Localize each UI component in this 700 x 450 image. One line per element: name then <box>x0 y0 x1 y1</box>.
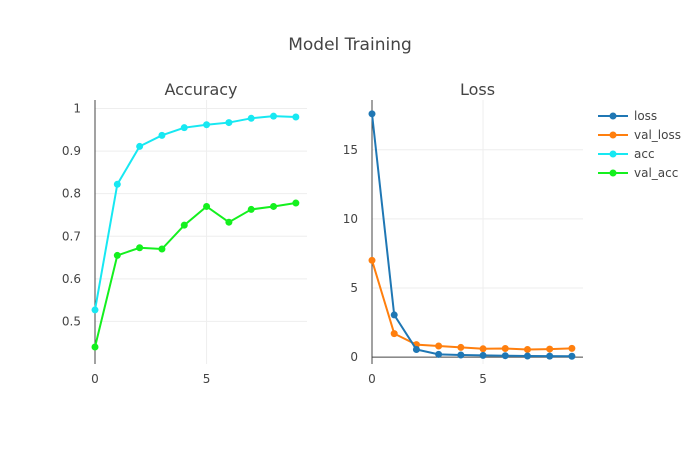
data-point-acc <box>91 306 99 314</box>
x-tick-label: 0 <box>91 372 99 386</box>
legend-item-val_acc[interactable]: val_acc <box>598 166 678 180</box>
series-line-loss <box>371 113 572 358</box>
y-tick-label: 5 <box>350 281 358 295</box>
legend-label: loss <box>634 109 657 123</box>
data-point-val_acc <box>180 221 188 229</box>
data-point-val_loss <box>546 345 554 353</box>
data-point-val_acc <box>203 202 211 210</box>
y-tick-label: 1 <box>73 102 81 116</box>
data-point-val_acc <box>136 244 144 252</box>
data-point-val_acc <box>91 343 99 351</box>
y-tick-label: 0.6 <box>62 272 81 286</box>
data-point-val_loss <box>390 330 398 338</box>
legend-swatch-marker <box>609 169 617 177</box>
legend-label: acc <box>634 147 655 161</box>
data-point-loss <box>457 351 465 359</box>
legend-label: val_acc <box>634 166 678 180</box>
series-line-val_acc <box>94 202 296 348</box>
legend-swatch-marker <box>609 112 617 120</box>
data-point-loss <box>546 352 554 360</box>
data-point-val_loss <box>501 345 509 353</box>
data-point-acc <box>247 114 255 122</box>
x-tick-label: 5 <box>203 372 211 386</box>
data-point-val_acc <box>270 202 278 210</box>
data-point-loss <box>568 352 576 360</box>
data-point-val_loss <box>368 256 376 264</box>
data-point-acc <box>225 119 233 127</box>
legend-swatch-marker <box>609 131 617 139</box>
data-point-val_loss <box>568 344 576 352</box>
data-point-acc <box>158 131 166 139</box>
x-tick-label: 5 <box>479 372 487 386</box>
data-point-loss <box>523 352 531 360</box>
subplot-title: Loss <box>460 80 495 99</box>
legend-item-val_loss[interactable]: val_loss <box>598 128 681 142</box>
y-tick-label: 0.8 <box>62 187 81 201</box>
legend-label: val_loss <box>634 128 681 142</box>
legend-swatch-marker <box>609 150 617 158</box>
y-tick-label: 10 <box>343 212 358 226</box>
data-point-acc <box>180 124 188 132</box>
y-tick-label: 0.9 <box>62 144 81 158</box>
data-point-loss <box>412 345 420 353</box>
data-point-val_loss <box>523 345 531 353</box>
subplot-title: Accuracy <box>164 80 237 99</box>
data-point-val_acc <box>225 218 233 226</box>
y-tick-label: 0 <box>350 350 358 364</box>
y-tick-label: 15 <box>343 143 358 157</box>
x-tick-label: 0 <box>368 372 376 386</box>
accuracy-subplot: Accuracy 0.5 0.6 0.7 0.8 0.9 1 0 5 <box>62 80 307 386</box>
y-tick-label: 0.5 <box>62 314 81 328</box>
legend-item-acc[interactable]: acc <box>598 147 655 161</box>
data-point-acc <box>292 113 300 121</box>
data-point-acc <box>113 180 121 188</box>
data-point-val_acc <box>113 251 121 259</box>
series-line-val_loss <box>371 260 572 351</box>
chart-title: Model Training <box>288 35 412 55</box>
data-point-acc <box>136 142 144 150</box>
y-tick-label: 0.7 <box>62 229 81 243</box>
data-point-val_loss <box>479 345 487 353</box>
data-point-acc <box>203 121 211 129</box>
data-point-loss <box>368 110 376 118</box>
data-point-loss <box>479 351 487 359</box>
data-point-val_loss <box>457 343 465 351</box>
data-point-val_acc <box>292 199 300 207</box>
series-line-acc <box>94 115 296 311</box>
data-point-loss <box>390 311 398 319</box>
data-point-loss <box>435 350 443 358</box>
legend-item-loss[interactable]: loss <box>598 109 657 123</box>
data-point-acc <box>270 112 278 120</box>
data-point-val_acc <box>158 245 166 253</box>
data-point-val_loss <box>435 342 443 350</box>
data-point-val_acc <box>247 205 255 213</box>
data-point-loss <box>501 352 509 360</box>
loss-subplot: Loss 0 5 10 15 0 5 <box>343 80 583 386</box>
